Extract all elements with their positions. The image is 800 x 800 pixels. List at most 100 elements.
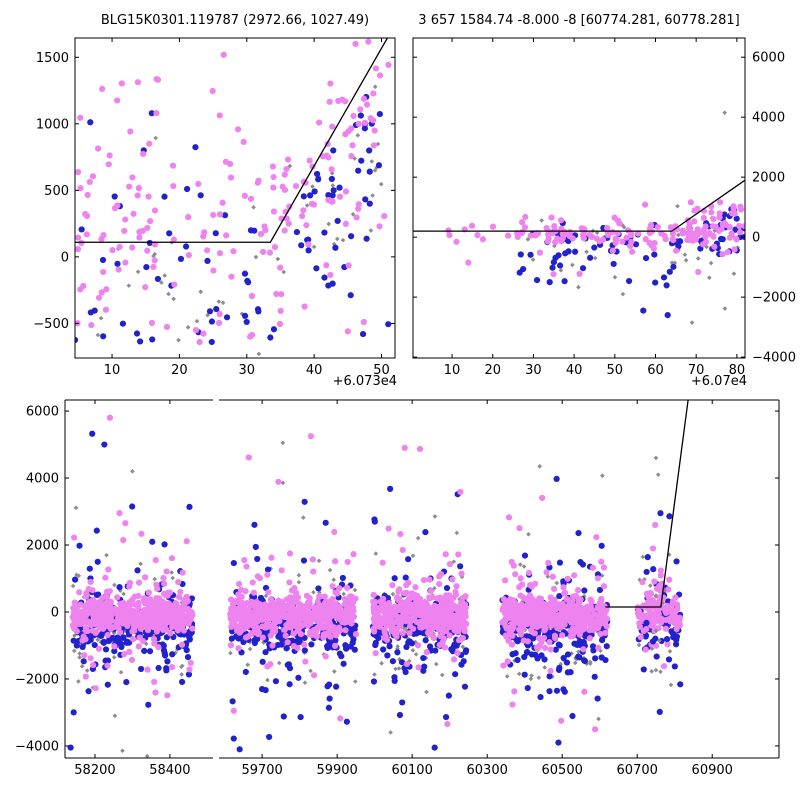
data-point <box>131 627 138 634</box>
data-point <box>355 167 362 174</box>
data-point <box>372 84 378 90</box>
data-point <box>270 326 278 333</box>
data-point <box>321 593 328 600</box>
data-point <box>166 230 173 237</box>
data-point <box>670 263 677 270</box>
data-point <box>588 623 595 630</box>
data-point <box>462 593 469 600</box>
data-point <box>84 191 91 199</box>
data-point <box>379 559 386 566</box>
data-point <box>413 630 420 637</box>
data-point <box>300 193 307 200</box>
tick-label: 60700 <box>617 763 658 778</box>
data-point <box>99 256 107 264</box>
data-point <box>598 542 605 549</box>
data-point <box>119 634 126 641</box>
data-point <box>147 217 154 225</box>
data-point <box>159 280 164 285</box>
data-point <box>230 707 237 714</box>
data-point <box>170 182 177 190</box>
data-point <box>89 587 96 594</box>
data-point <box>163 323 171 331</box>
data-point <box>77 601 84 608</box>
data-point <box>385 525 392 532</box>
data-point <box>376 72 384 79</box>
data-point <box>77 114 84 121</box>
data-point <box>509 632 516 640</box>
data-point <box>200 330 207 337</box>
data-point <box>550 271 557 278</box>
data-point <box>243 318 250 326</box>
data-point <box>145 193 152 200</box>
data-point <box>370 193 375 198</box>
data-point <box>667 648 673 654</box>
data-point <box>167 630 174 637</box>
tick-label: 50 <box>373 363 390 378</box>
data-point <box>285 614 292 621</box>
data-point <box>591 244 598 251</box>
model-fit-layer <box>413 179 745 232</box>
data-point <box>146 648 154 655</box>
data-point <box>337 608 344 615</box>
data-point <box>550 597 558 605</box>
data-point <box>82 593 90 600</box>
data-point <box>216 250 224 257</box>
data-point <box>612 274 618 280</box>
data-point <box>370 90 377 97</box>
data-point <box>560 686 567 693</box>
data-point <box>245 662 251 668</box>
data-point <box>389 658 397 665</box>
data-point <box>372 650 379 657</box>
data-point <box>284 661 291 668</box>
data-point <box>439 618 446 625</box>
data-point <box>350 212 356 217</box>
data-point <box>332 642 339 649</box>
data-point <box>116 510 123 517</box>
data-point <box>553 687 561 694</box>
data-point <box>501 601 508 608</box>
data-point <box>457 488 464 496</box>
data-point <box>642 612 650 619</box>
data-point <box>239 599 246 607</box>
data-point <box>264 571 271 578</box>
data-point <box>382 603 389 610</box>
data-point <box>558 717 565 724</box>
data-point <box>79 663 85 669</box>
data-point <box>130 620 137 628</box>
data-point <box>576 284 581 290</box>
data-point <box>445 594 452 601</box>
data-point <box>120 537 127 544</box>
data-point <box>141 775 146 780</box>
data-point <box>600 564 608 571</box>
data-point <box>289 602 296 609</box>
data-point <box>95 591 102 598</box>
data-point <box>135 643 142 650</box>
data-point <box>604 224 611 232</box>
data-point <box>363 101 371 108</box>
data-point <box>164 589 171 596</box>
data-point <box>512 607 519 614</box>
axes-frame <box>412 37 746 359</box>
tick-label: 1500 <box>36 51 69 66</box>
model-fit-line <box>75 38 389 243</box>
data-point <box>73 642 80 649</box>
data-point <box>126 283 132 288</box>
data-point <box>553 604 561 612</box>
data-point <box>104 681 111 688</box>
data-point <box>664 312 671 319</box>
data-point <box>655 472 661 477</box>
data-point <box>278 641 285 648</box>
data-point <box>305 247 312 254</box>
points-layer <box>227 433 684 753</box>
data-point <box>449 648 456 655</box>
data-point <box>308 668 313 674</box>
data-point <box>368 228 374 233</box>
data-point <box>666 513 673 520</box>
data-point <box>332 600 339 607</box>
data-point <box>234 615 241 622</box>
data-point <box>126 183 133 190</box>
data-point <box>710 216 717 223</box>
data-point <box>636 642 642 648</box>
data-point <box>192 326 200 334</box>
data-point <box>521 619 528 626</box>
